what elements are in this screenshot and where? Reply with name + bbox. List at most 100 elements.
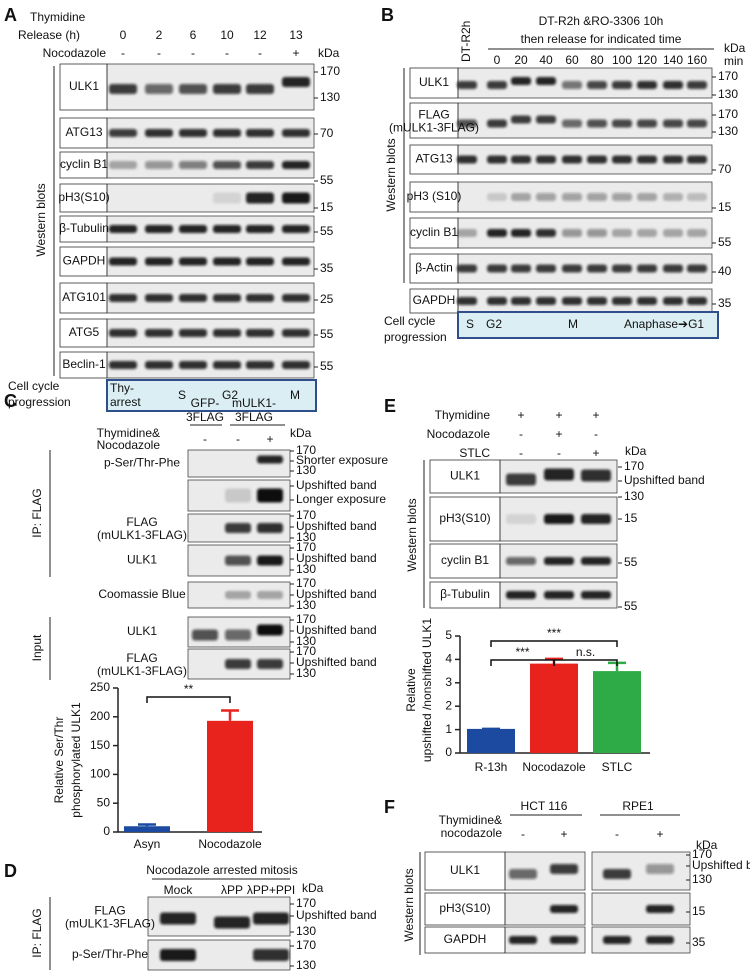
band xyxy=(487,264,507,273)
y-axis-title: Relative xyxy=(404,668,418,712)
row-label: GAPDH xyxy=(63,254,106,268)
band xyxy=(246,129,274,137)
band xyxy=(511,77,531,85)
time-label: 40 xyxy=(539,53,553,67)
treatment-mark: - xyxy=(615,827,619,841)
time-label: 10 xyxy=(220,28,234,42)
panel-letter: E xyxy=(384,396,396,416)
group-label: 3FLAG xyxy=(235,410,273,424)
band xyxy=(457,229,477,237)
side-label: 130 xyxy=(718,87,738,101)
row-label: ULK1 xyxy=(69,79,99,93)
band xyxy=(612,264,632,273)
treatment-mark: - xyxy=(519,446,523,460)
band xyxy=(257,488,283,503)
side-label: Upshifted band xyxy=(624,473,705,487)
label-box xyxy=(59,318,108,348)
band xyxy=(687,297,707,305)
row-label: FLAG xyxy=(94,904,125,918)
band xyxy=(511,115,531,124)
row-label: p-Ser/Thr-Phe xyxy=(72,947,148,961)
band xyxy=(213,129,241,137)
band xyxy=(562,119,582,128)
y-axis-title: phosphorylated ULK1 xyxy=(69,702,83,818)
band xyxy=(282,257,310,266)
band xyxy=(646,864,674,874)
progression-label: Cell cycle xyxy=(8,379,60,393)
treatment-mark: + xyxy=(592,408,599,422)
band xyxy=(282,225,310,233)
band xyxy=(509,869,537,879)
side-label: 130 xyxy=(718,124,738,138)
band xyxy=(637,193,657,201)
blot xyxy=(106,63,315,111)
band xyxy=(253,912,289,925)
row-label: ATG5 xyxy=(69,325,100,339)
time-label: 0 xyxy=(494,53,501,67)
side-label: Longer exposure xyxy=(296,492,386,506)
panel-letter: A xyxy=(4,5,17,25)
band xyxy=(246,161,274,169)
band xyxy=(282,361,310,369)
x-tick-label: STLC xyxy=(602,760,633,774)
section-label: Input xyxy=(30,634,44,661)
band xyxy=(145,294,173,302)
side-label: 170 xyxy=(718,107,738,121)
band xyxy=(550,936,578,944)
band xyxy=(225,523,251,533)
side-label: 170 xyxy=(624,459,644,473)
label-box xyxy=(59,151,108,179)
side-label: 35 xyxy=(320,261,334,275)
band xyxy=(145,257,173,266)
band xyxy=(145,161,173,169)
side-label: 130 xyxy=(692,872,712,886)
row-label: ULK1 xyxy=(450,469,480,483)
row-label: pH3(S10) xyxy=(439,901,490,915)
side-label: Upshifted band xyxy=(296,519,377,533)
row-sublabel: (mULK1-3FLAG) xyxy=(97,664,187,678)
side-label: 40 xyxy=(718,264,732,278)
row-label: GAPDH xyxy=(444,932,487,946)
stage-label: G2 xyxy=(486,317,502,331)
row-label: β-Tubulin xyxy=(440,587,490,601)
band xyxy=(282,129,310,137)
side-label: Upshifted band xyxy=(692,858,750,872)
band xyxy=(457,119,477,128)
group-label: GFP- xyxy=(191,396,220,410)
band xyxy=(536,297,556,305)
treatment-mark: - xyxy=(594,427,598,441)
side-label: 130 xyxy=(296,530,316,544)
lane-label: λPP xyxy=(221,883,243,897)
side-label: 170 xyxy=(692,847,712,861)
side-label: Upshifted band xyxy=(296,551,377,565)
band xyxy=(213,161,241,169)
label-box xyxy=(429,543,501,579)
row-label: pH3(S10) xyxy=(439,511,490,525)
side-label: 130 xyxy=(320,90,340,104)
row-label: GAPDH xyxy=(413,293,456,307)
treatment-mark: + xyxy=(555,408,562,422)
label-box xyxy=(59,183,108,213)
band xyxy=(246,361,274,369)
header: Thymidine xyxy=(30,10,86,24)
section-label: IP: FLAG xyxy=(30,908,44,957)
treatment-mark: - xyxy=(521,827,525,841)
group-label: HCT 116 xyxy=(521,799,568,813)
band xyxy=(487,119,507,128)
label-box xyxy=(59,215,108,243)
band xyxy=(536,229,556,237)
y-tick-label: 150 xyxy=(90,738,110,752)
band xyxy=(179,361,207,369)
progression-label: progression xyxy=(8,395,71,409)
band xyxy=(246,257,274,266)
bar xyxy=(530,663,578,753)
treatment-mark: + xyxy=(517,408,524,422)
blot xyxy=(106,151,315,179)
significance-bracket xyxy=(553,659,618,666)
lane-label: Mock xyxy=(164,883,194,897)
stage-label: M xyxy=(568,317,578,331)
band xyxy=(663,119,683,128)
group-label: mULK1- xyxy=(232,396,276,410)
significance-label: *** xyxy=(547,626,561,640)
